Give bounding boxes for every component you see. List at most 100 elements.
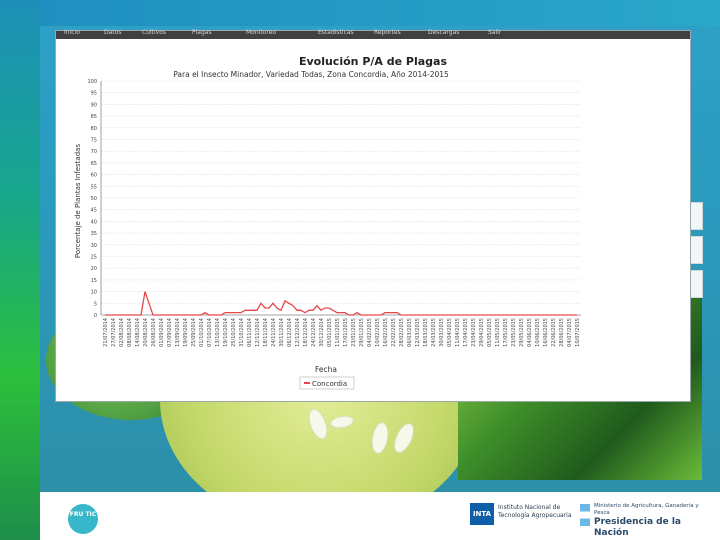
x-tick-label: 01/10/2014 <box>199 318 205 347</box>
x-tick-label: 22/06/2015 <box>551 318 557 347</box>
y-tick-label: 15 <box>91 278 97 284</box>
x-tick-label: 19/10/2014 <box>223 318 229 347</box>
inta-name: Instituto Nacional de Tecnología Agropec… <box>498 504 572 519</box>
menu-item[interactable]: Cultivos <box>142 29 167 36</box>
x-tick-label: 24/03/2015 <box>431 318 437 347</box>
menu-item[interactable]: Reportes <box>374 29 401 36</box>
y-tick-label: 60 <box>91 173 97 179</box>
x-tick-label: 11/04/2015 <box>455 318 461 347</box>
left-accent-stripe <box>0 0 40 540</box>
x-tick-label: 23/05/2015 <box>511 318 517 347</box>
y-tick-label: 0 <box>94 313 97 319</box>
y-tick-label: 75 <box>91 138 97 144</box>
footer <box>40 492 720 540</box>
x-tick-label: 22/02/2015 <box>391 318 397 347</box>
y-tick-label: 20 <box>91 266 97 272</box>
app-menu-bar: Inicio Datos Cultivos Plagas Monitoreo E… <box>56 29 690 39</box>
x-tick-label: 23/04/2015 <box>471 318 477 347</box>
menu-item[interactable]: Plagas <box>192 29 212 36</box>
y-tick-label: 90 <box>91 102 97 108</box>
x-axis-label: Fecha <box>315 365 337 374</box>
x-tick-label: 26/08/2014 <box>151 318 157 347</box>
x-tick-label: 07/10/2014 <box>207 318 213 347</box>
series-line-concordia <box>105 291 577 316</box>
insect-image <box>305 406 331 442</box>
x-tick-label: 10/07/2015 <box>575 318 581 347</box>
insect-image <box>389 420 419 456</box>
x-tick-label: 23/01/2015 <box>351 318 357 347</box>
x-tick-label: 18/11/2014 <box>263 318 269 347</box>
x-tick-label: 29/05/2015 <box>519 318 525 347</box>
legend: Concordia <box>299 376 355 390</box>
frutic-logo: FRU TIC <box>68 504 98 534</box>
x-tick-label: 16/06/2015 <box>543 318 549 347</box>
x-tick-label: 17/01/2015 <box>343 318 349 347</box>
x-tick-label: 25/09/2014 <box>191 318 197 347</box>
x-tick-label: 08/08/2014 <box>127 318 133 347</box>
menu-item[interactable]: Estadisticas <box>318 29 354 36</box>
x-tick-label: 19/09/2014 <box>183 318 189 347</box>
presidencia-name: Presidencia de la Nación <box>594 517 681 538</box>
x-tick-label: 14/08/2014 <box>135 318 141 347</box>
x-tick-label: 04/02/2015 <box>367 318 373 347</box>
x-tick-label: 05/04/2015 <box>447 318 453 347</box>
x-tick-label: 28/06/2015 <box>559 318 565 347</box>
chart-subtitle: Para el Insecto Minador, Variedad Todas,… <box>173 70 449 79</box>
x-tick-label: 02/08/2014 <box>119 318 125 347</box>
x-tick-label: 18/03/2015 <box>423 318 429 347</box>
x-tick-label: 13/10/2014 <box>215 318 221 347</box>
x-tick-label: 17/05/2015 <box>503 318 509 347</box>
x-tick-label: 31/10/2014 <box>239 318 245 347</box>
ministerio-name: Ministerio de Agricultura, Ganadería y P… <box>594 503 699 516</box>
insect-image <box>369 420 391 456</box>
x-tick-label: 11/01/2015 <box>335 318 341 347</box>
x-tick-label: 17/04/2015 <box>463 318 469 347</box>
x-tick-label: 06/11/2014 <box>247 318 253 347</box>
x-tick-label: 30/03/2015 <box>439 318 445 347</box>
y-tick-label: 55 <box>91 184 97 190</box>
x-tick-label: 06/12/2014 <box>287 318 293 347</box>
y-tick-label: 40 <box>91 219 97 225</box>
y-tick-label: 5 <box>94 301 97 307</box>
x-tick-label: 01/09/2014 <box>159 318 165 347</box>
x-tick-label: 12/12/2014 <box>295 318 301 347</box>
x-tick-label: 24/11/2014 <box>271 318 277 347</box>
menu-item[interactable]: Datos <box>104 29 122 36</box>
x-tick-label: 29/01/2015 <box>359 318 365 347</box>
inta-logo: INTA <box>470 503 494 525</box>
x-tick-label: 04/06/2015 <box>527 318 533 347</box>
insect-image <box>329 414 355 430</box>
y-tick-label: 25 <box>91 255 97 261</box>
legend-box <box>299 376 355 390</box>
x-tick-label: 21/07/2014 <box>103 318 109 347</box>
x-tick-label: 11/05/2015 <box>495 318 501 347</box>
x-tick-label: 05/01/2015 <box>327 318 333 347</box>
y-tick-label: 80 <box>91 126 97 132</box>
menu-item[interactable]: Descargas <box>428 29 460 36</box>
x-tick-label: 20/08/2014 <box>143 318 149 347</box>
menu-item[interactable]: Salir <box>488 29 502 36</box>
y-tick-label: 50 <box>91 196 97 202</box>
menu-item[interactable]: Inicio <box>64 29 80 36</box>
x-tick-label: 05/05/2015 <box>487 318 493 347</box>
x-tick-label: 10/06/2015 <box>535 318 541 347</box>
x-tick-label: 06/03/2015 <box>407 318 413 347</box>
y-tick-label: 85 <box>91 114 97 120</box>
y-tick-label: 30 <box>91 243 97 249</box>
x-tick-label: 30/12/2014 <box>319 318 325 347</box>
menu-item[interactable]: Monitoreo <box>246 29 277 36</box>
chart-title: Evolución P/A de Plagas <box>299 55 447 68</box>
y-tick-label: 10 <box>91 290 97 296</box>
chart-window: Inicio Datos Cultivos Plagas Monitoreo E… <box>55 29 691 402</box>
line-chart: Evolución P/A de Plagas Para el Insecto … <box>74 55 581 390</box>
x-tick-label: 12/11/2014 <box>255 318 261 347</box>
x-tick-label: 10/02/2015 <box>375 318 381 347</box>
y-tick-label: 65 <box>91 161 97 167</box>
y-tick-label: 70 <box>91 149 97 155</box>
x-tick-label: 25/10/2014 <box>231 318 237 347</box>
top-banner <box>40 0 720 26</box>
y-tick-label: 95 <box>91 91 97 97</box>
x-tick-label: 13/09/2014 <box>175 318 181 347</box>
x-tick-label: 18/12/2014 <box>303 318 309 347</box>
y-tick-label: 100 <box>87 79 97 85</box>
